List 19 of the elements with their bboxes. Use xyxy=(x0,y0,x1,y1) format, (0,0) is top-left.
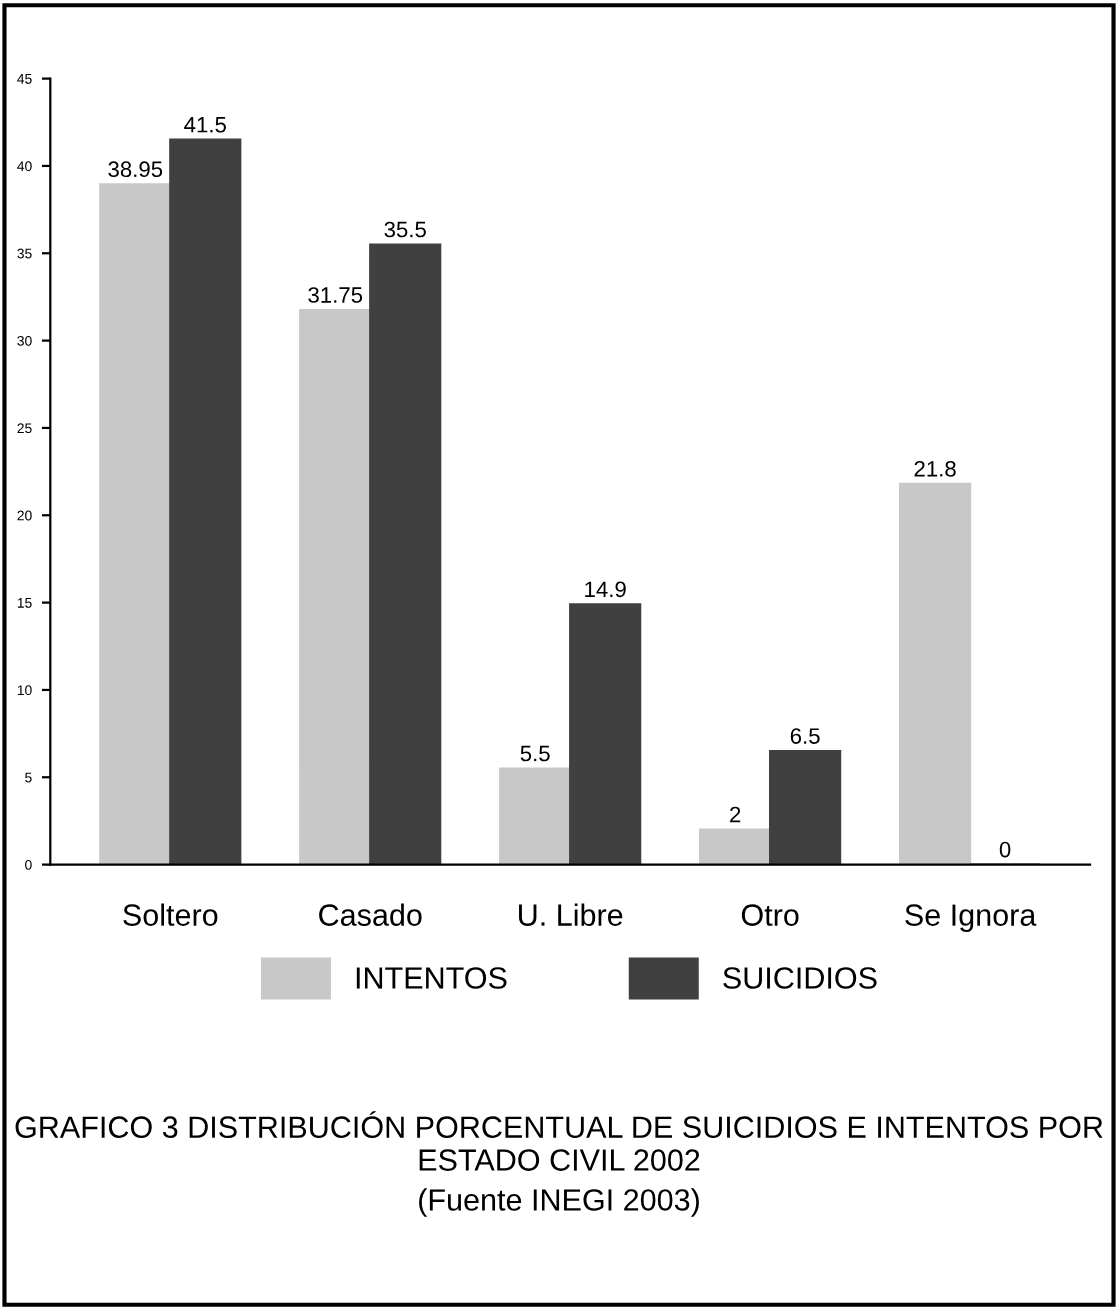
legend-label: INTENTOS xyxy=(356,967,507,989)
data-label: 0 xyxy=(999,841,1011,858)
text: (Fuente INEGI 2003) xyxy=(419,1188,699,1217)
data-label: 5.5 xyxy=(520,745,550,762)
x-tick-label: Se Ignora xyxy=(905,904,1037,932)
x-tick-label: Soltero xyxy=(123,903,218,926)
data-label: 6.5 xyxy=(790,728,820,744)
data-label: 41.5 xyxy=(184,117,226,133)
text: GRAFICO 3 DISTRIBUCIÓN PORCENTUAL DE SUICIDIOS E INTENTOS POR ESTADO CIVIL 2002 xyxy=(15,1111,1103,1171)
data-label: 31.75 xyxy=(308,287,363,303)
legend-label: SUICIDIOS xyxy=(723,967,877,989)
x-tick-label: Casado xyxy=(319,903,422,926)
data-label: 38.95 xyxy=(108,161,163,178)
data-label: 35.5 xyxy=(384,221,426,238)
x-tick-label: Otro xyxy=(741,904,799,926)
x-tick-label: U. Libre xyxy=(519,903,623,926)
data-label: 21.8 xyxy=(914,460,956,477)
data-label: 2 xyxy=(730,806,741,823)
data-label: 14.9 xyxy=(585,581,626,598)
